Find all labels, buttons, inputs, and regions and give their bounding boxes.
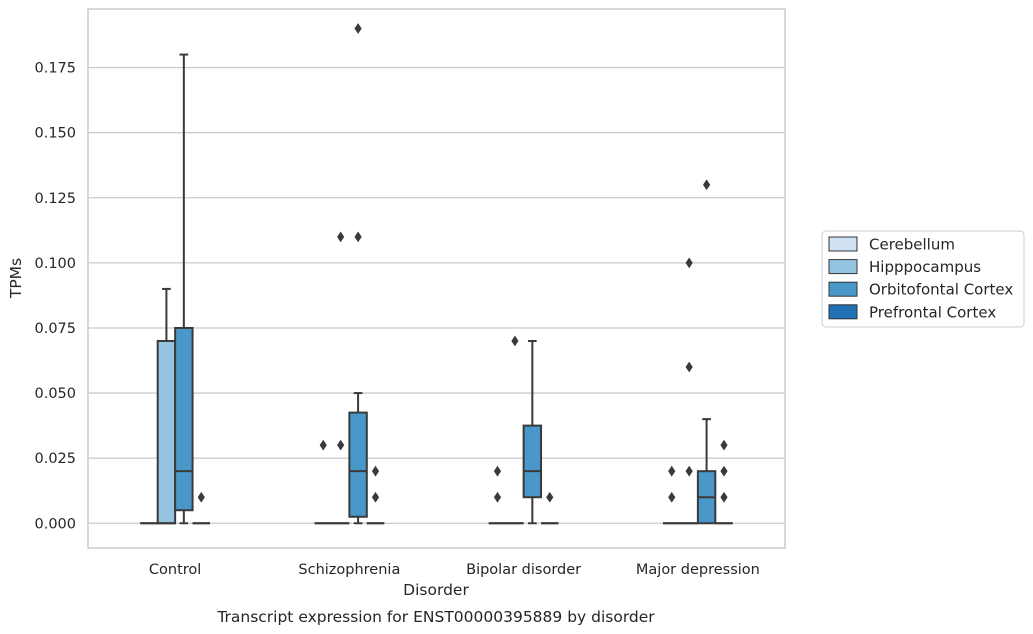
y-tick-label: 0.000 — [34, 516, 76, 532]
outlier-point — [702, 179, 711, 191]
outlier-point — [354, 231, 362, 243]
box-1-2 — [506, 335, 524, 525]
y-tick-label: 0.100 — [34, 256, 76, 272]
box-1-0 — [156, 287, 177, 525]
y-tick-label: 0.025 — [34, 451, 76, 467]
box-3-2 — [541, 491, 559, 525]
x-tick-label: Bipolar disorder — [466, 562, 581, 578]
y-tick-label: 0.125 — [34, 191, 76, 207]
box-0-1 — [314, 439, 332, 525]
x-tick-label: Schizophrenia — [298, 562, 400, 578]
box-1-3 — [680, 257, 698, 525]
outlier-point — [493, 465, 502, 477]
legend-frame — [821, 230, 1025, 328]
outlier-point — [337, 231, 345, 243]
box-3-0 — [192, 491, 210, 525]
outlier-point — [668, 465, 676, 477]
box-body — [174, 326, 194, 512]
y-tick-labels: 0.000 0.025 0.050 0.075 0.100 0.125 0.150 0.175 — [34, 61, 76, 533]
y-tick-label: 0.075 — [34, 321, 76, 337]
box-3-3 — [715, 439, 733, 525]
outlier-point — [720, 439, 728, 451]
legend: Cerebellum Hipppocampus Orbitofontal Corte… — [821, 230, 1025, 328]
x-tick-label: Control — [149, 562, 201, 578]
outlier-point — [337, 439, 345, 451]
box-2-2 — [522, 339, 543, 525]
plot-frame — [87, 8, 786, 549]
outlier-point — [685, 361, 693, 373]
x-axis-label: Disorder — [403, 581, 469, 599]
legend-label: Cerebellum — [869, 236, 955, 254]
y-tick-label: 0.050 — [34, 386, 76, 402]
legend-label: Orbitofontal Cortex — [869, 281, 1013, 299]
y-tick-label: 0.150 — [34, 126, 76, 142]
box-0-3 — [663, 465, 681, 525]
box-2-0 — [174, 53, 194, 525]
legend-swatch — [828, 259, 858, 275]
legend-swatch — [828, 236, 858, 252]
outlier-point — [371, 491, 380, 503]
x-tick-label: Major depression — [636, 562, 760, 578]
box-body — [156, 339, 177, 525]
outlier-point — [319, 439, 327, 451]
outlier-point — [720, 465, 728, 477]
legend-label: Hipppocampus — [869, 258, 981, 276]
box-3-1 — [366, 465, 385, 525]
box-0-2 — [488, 465, 507, 525]
legend-swatch — [828, 281, 858, 297]
legend-label: Prefrontal Cortex — [869, 303, 996, 321]
outlier-point — [371, 465, 380, 477]
y-tick-label: 0.175 — [34, 61, 76, 77]
outlier-point — [685, 257, 693, 269]
y-axis-label: TPMs — [7, 258, 25, 299]
box-series — [140, 23, 733, 525]
box-2-1 — [348, 23, 368, 525]
outlier-point — [720, 491, 728, 503]
outlier-point — [493, 491, 502, 503]
y-gridlines — [88, 66, 785, 524]
x-tick-labels: Control Schizophrenia Bipolar disorder Majo… — [149, 562, 760, 578]
outlier-point — [354, 23, 362, 34]
outlier-point — [511, 335, 519, 347]
box-2-3 — [696, 179, 717, 525]
outlier-point — [197, 491, 205, 503]
outlier-point — [668, 491, 676, 503]
box-1-1 — [331, 231, 350, 525]
outlier-point — [685, 465, 693, 477]
box-body — [348, 411, 368, 518]
chart-caption: Transcript expression for ENST0000039588… — [216, 608, 655, 626]
box-body — [522, 424, 543, 499]
outlier-point — [546, 491, 554, 503]
legend-swatch — [828, 304, 858, 320]
